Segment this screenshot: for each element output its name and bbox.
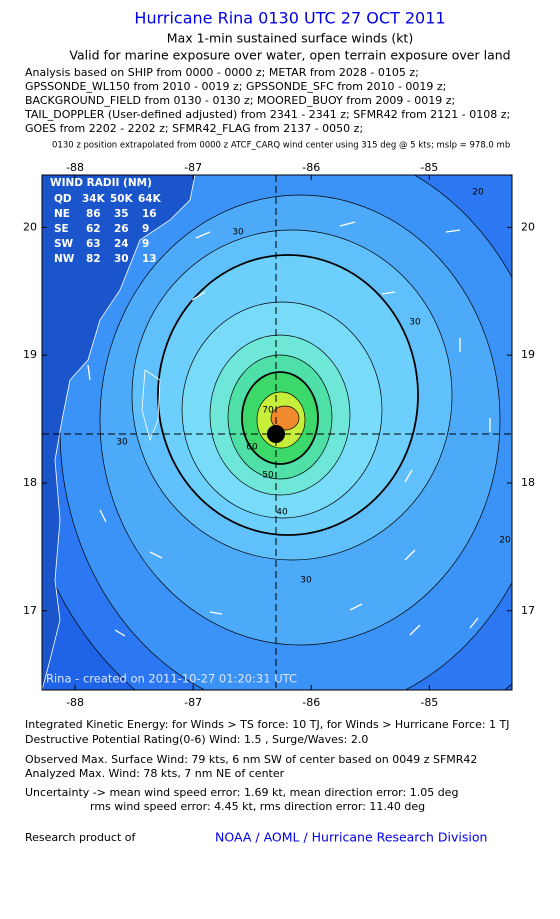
wind-arrow <box>349 603 363 611</box>
wind-arrow <box>404 549 416 561</box>
wind-radii-table: WIND RADII (NM) QD 34K 50K 64K NE 86 35 16 SE 62 2… <box>50 177 162 265</box>
x-tick-label: -87 <box>184 161 202 174</box>
y-tick-label: 20 <box>23 220 37 233</box>
radii-header: 64K <box>138 193 162 205</box>
source-line: TAIL_DOPPLER (User-defined adjusted) fro… <box>24 108 510 121</box>
footer-line: Analyzed Max. Wind: 78 kts, 7 nm NE of c… <box>25 767 285 780</box>
radii-cell: 82 <box>86 253 101 265</box>
radii-cell: 16 <box>142 208 157 220</box>
organization: NOAA / AOML / Hurricane Research Divisio… <box>215 830 487 845</box>
x-tick-label: -86 <box>302 161 320 174</box>
map-frame <box>41 174 513 691</box>
y-tick-label: 20 <box>521 220 535 233</box>
radii-header: QD <box>54 193 72 205</box>
contour-label: 30 <box>232 228 244 238</box>
footer-line: rms wind speed error: 4.45 kt, rms direc… <box>90 800 425 813</box>
y-tick-label: 18 <box>521 476 535 489</box>
contour-label: 30 <box>409 318 421 328</box>
contour-label: 50 <box>262 471 274 481</box>
contour-label: 70 <box>262 406 274 416</box>
wind-arrow <box>99 509 107 523</box>
x-tick-label: -88 <box>66 161 84 174</box>
x-tick-label: -85 <box>420 161 438 174</box>
x-tick-label: -86 <box>302 696 320 709</box>
contour-fill <box>270 405 300 431</box>
y-tick-label: 17 <box>521 604 535 617</box>
wind-arrow <box>339 221 356 227</box>
source-line: BACKGROUND_FIELD from 0130 - 0130 z; MOO… <box>25 94 455 107</box>
subtitle: Max 1-min sustained surface winds (kt) <box>167 31 413 46</box>
y-tick-label: 19 <box>521 348 535 361</box>
wind-arrow <box>149 551 163 559</box>
contour-label: 20 <box>472 188 484 198</box>
radii-cell: 26 <box>114 223 129 235</box>
source-line: GPSSONDE_WL150 from 2010 - 0019 z; GPSSO… <box>25 80 446 93</box>
title: Hurricane Rina 0130 UTC 27 OCT 2011 <box>134 9 445 28</box>
radii-title: WIND RADII (NM) <box>50 177 152 189</box>
footer-line: Integrated Kinetic Energy: for Winds > T… <box>25 718 510 731</box>
footer-line: Observed Max. Surface Wind: 79 kts, 6 nm… <box>25 753 477 766</box>
contour-label: 30 <box>300 576 312 586</box>
map-caption: Rina - created on 2011-10-27 01:20:31 UT… <box>46 672 297 686</box>
y-tick-label: 18 <box>23 476 37 489</box>
radii-cell: 62 <box>86 223 101 235</box>
wind-field <box>42 175 512 690</box>
radii-cell: 9 <box>142 223 149 235</box>
radii-cell: 24 <box>114 238 129 250</box>
radii-cell: 13 <box>142 253 157 265</box>
wind-arrow <box>445 229 461 233</box>
radii-cell: SW <box>54 238 74 250</box>
coastline <box>141 369 161 442</box>
radii-cell: NW <box>54 253 75 265</box>
wind-arrow <box>404 469 413 483</box>
x-tick-label: -87 <box>184 696 202 709</box>
radii-header: 50K <box>110 193 134 205</box>
radii-cell: 63 <box>86 238 101 250</box>
wind-arrow <box>409 624 421 636</box>
wind-arrow <box>469 617 479 629</box>
radii-cell: SE <box>54 223 69 235</box>
wind-vectors <box>87 221 491 637</box>
footer-line: Uncertainty -> mean wind speed error: 1.… <box>25 786 458 799</box>
source-line: GOES from 2202 - 2202 z; SFMR42_FLAG fro… <box>25 122 363 135</box>
x-tick-label: -88 <box>66 696 84 709</box>
contour-label: 20 <box>499 536 511 546</box>
radii-cell: 35 <box>114 208 129 220</box>
validity: Valid for marine exposure over water, op… <box>69 48 510 63</box>
radii-header: 34K <box>82 193 106 205</box>
radii-cell: NE <box>54 208 70 220</box>
source-line: Analysis based on SHIP from 0000 - 0000 … <box>25 66 419 79</box>
y-tick-label: 17 <box>23 604 37 617</box>
contour-label: 30 <box>116 438 128 448</box>
wind-arrow <box>195 231 211 239</box>
footer-line: Destructive Potential Rating(0-6) Wind: … <box>25 733 368 746</box>
radii-cell: 30 <box>114 253 129 265</box>
y-tick-label: 19 <box>23 348 37 361</box>
wind-arrow <box>191 291 206 301</box>
coastline <box>42 175 196 690</box>
contour-label: 40 <box>276 508 288 518</box>
wind-arrow <box>209 611 223 615</box>
axis-ticks: -88 -88 -87 -87 -86 -86 -85 -85 17 17 18 18 19 19 20 20 <box>23 161 535 709</box>
x-tick-label: -85 <box>420 696 438 709</box>
contour-label: 60 <box>246 443 258 453</box>
radii-cell: 9 <box>142 238 149 250</box>
wind-arrow <box>381 291 396 295</box>
contour-labels: 20 30 30 30 40 30 50 60 20 70 <box>116 188 511 586</box>
wind-arrow <box>114 629 126 637</box>
research-label: Research product of <box>25 831 136 844</box>
position-note: 0130 z position extrapolated from 0000 z… <box>52 141 510 151</box>
wind-arrow <box>87 364 91 381</box>
radii-cell: 86 <box>86 208 101 220</box>
